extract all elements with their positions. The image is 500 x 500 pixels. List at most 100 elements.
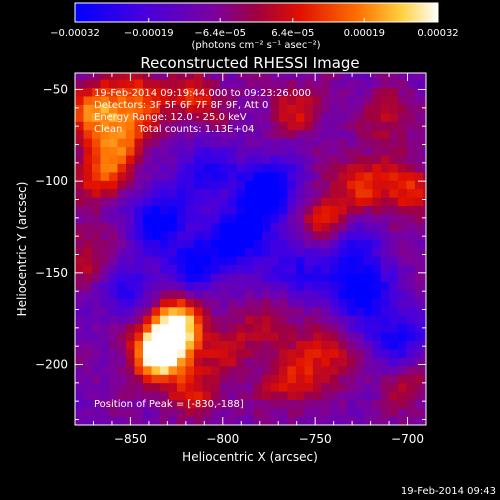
heatmap-cell xyxy=(202,214,212,223)
heatmap-cell xyxy=(228,205,237,215)
heatmap-cell xyxy=(185,264,195,274)
heatmap-cell xyxy=(414,273,424,282)
heatmap-cell xyxy=(338,138,348,148)
heatmap-cell xyxy=(355,281,365,291)
heatmap-cell xyxy=(389,332,399,341)
heatmap-cell xyxy=(177,290,186,299)
heatmap-cell xyxy=(100,222,110,232)
heatmap-cell xyxy=(355,306,365,316)
heatmap-cell xyxy=(228,79,237,88)
heatmap-cell xyxy=(194,298,203,308)
heatmap-cell xyxy=(287,188,297,198)
heatmap-cell xyxy=(219,239,229,249)
heatmap-cell xyxy=(100,163,110,173)
heatmap-cell xyxy=(185,197,195,207)
heatmap-cell xyxy=(355,180,365,190)
heatmap-cell xyxy=(287,281,297,291)
heatmap-cell xyxy=(109,214,118,223)
heatmap-cell xyxy=(134,146,144,156)
heatmap-cell xyxy=(109,138,118,148)
heatmap-cell xyxy=(253,214,263,223)
heatmap-cell xyxy=(168,281,178,291)
heatmap-cell xyxy=(338,332,348,341)
heatmap-cell xyxy=(270,399,280,409)
heatmap-cell xyxy=(126,138,135,148)
heatmap-cell xyxy=(245,256,254,266)
heatmap-cell xyxy=(134,104,144,114)
heatmap-cell xyxy=(295,290,305,299)
heatmap-cell xyxy=(329,231,339,240)
heatmap-cell xyxy=(194,332,203,341)
heatmap-cell xyxy=(202,391,212,401)
heatmap-cell xyxy=(304,138,314,148)
heatmap-cell xyxy=(211,104,220,114)
heatmap-cell xyxy=(100,188,110,198)
heatmap-cell xyxy=(253,340,263,350)
heatmap-cell xyxy=(253,138,263,148)
heatmap-cell xyxy=(134,298,144,308)
heatmap-cell xyxy=(168,290,178,299)
heatmap-cell xyxy=(134,129,144,139)
heatmap-cell xyxy=(177,180,186,190)
heatmap-cell xyxy=(83,214,93,223)
heatmap-cell xyxy=(406,290,416,299)
heatmap-cell xyxy=(253,163,263,173)
heatmap-cell xyxy=(329,197,339,207)
heatmap-cell xyxy=(397,79,407,88)
heatmap-cell xyxy=(219,391,229,401)
heatmap-cell xyxy=(245,382,254,392)
heatmap-cell xyxy=(245,73,254,80)
heatmap-cell xyxy=(151,256,161,266)
heatmap-cell xyxy=(363,323,373,333)
heatmap-cell xyxy=(295,87,305,97)
heatmap-cell xyxy=(117,104,127,114)
heatmap-cell xyxy=(355,416,365,425)
heatmap-cell xyxy=(126,96,135,105)
heatmap-cell xyxy=(211,332,220,341)
heatmap-cell xyxy=(228,290,237,299)
heatmap-cell xyxy=(295,416,305,425)
heatmap-cell xyxy=(414,180,424,190)
heatmap-cell xyxy=(372,222,382,232)
heatmap-cell xyxy=(202,247,212,257)
heatmap-cell xyxy=(321,366,331,375)
heatmap-cell xyxy=(338,290,348,299)
heatmap-cell xyxy=(287,290,297,299)
heatmap-cell xyxy=(202,298,212,308)
heatmap-cell xyxy=(406,188,416,198)
annotation-detectors: Detectors: 3F 5F 6F 7F 8F 9F, Att 0 xyxy=(94,100,268,111)
heatmap-cell xyxy=(134,399,144,409)
heatmap-cell xyxy=(329,256,339,266)
heatmap-cell xyxy=(75,73,84,80)
heatmap-cell xyxy=(185,138,195,148)
heatmap-cell xyxy=(287,222,297,232)
heatmap-cell xyxy=(270,222,280,232)
heatmap-cell xyxy=(126,290,135,299)
heatmap-cell xyxy=(185,298,195,308)
heatmap-cell xyxy=(168,399,178,409)
heatmap-cell xyxy=(245,222,254,232)
heatmap-cell xyxy=(372,256,382,266)
heatmap-cell xyxy=(236,290,246,299)
heatmap-cell xyxy=(270,79,280,88)
heatmap-cell xyxy=(83,391,93,401)
heatmap-cell xyxy=(414,73,424,80)
heatmap-cell xyxy=(414,366,424,375)
heatmap-cell xyxy=(236,138,246,148)
heatmap-cell xyxy=(194,366,203,375)
heatmap-cell xyxy=(321,416,331,425)
heatmap-cell xyxy=(355,197,365,207)
heatmap-cell xyxy=(355,323,365,333)
heatmap-cell xyxy=(355,172,365,181)
heatmap-cell xyxy=(295,138,305,148)
heatmap-cell xyxy=(245,332,254,341)
heatmap-cell xyxy=(389,340,399,350)
heatmap-cell xyxy=(245,172,254,181)
heatmap-cell xyxy=(423,155,426,164)
heatmap-cell xyxy=(151,231,161,240)
heatmap-cell xyxy=(228,366,237,375)
heatmap-cell xyxy=(270,366,280,375)
heatmap-cell xyxy=(414,408,424,417)
heatmap-cell xyxy=(304,357,314,367)
